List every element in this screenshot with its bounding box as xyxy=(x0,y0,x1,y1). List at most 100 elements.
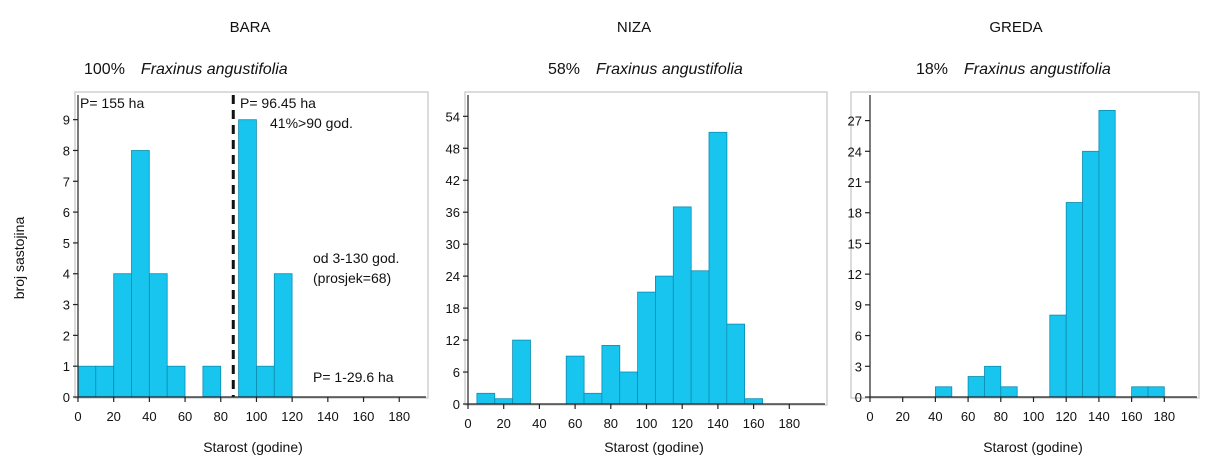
y-tick-label: 6 xyxy=(63,205,70,220)
bar xyxy=(476,392,496,405)
x-ticks: 0 20 40 60 80 100 120 140 160 180 xyxy=(74,396,426,424)
y-tick-label: 1 xyxy=(63,359,70,374)
bar xyxy=(273,273,293,398)
bars xyxy=(77,119,293,398)
bar xyxy=(984,365,1002,398)
subtitle-species: Fraxinus angustifolia xyxy=(964,61,1111,78)
y-tick-label: 18 xyxy=(848,206,862,221)
bar xyxy=(512,339,531,405)
y-tick-label: 6 xyxy=(855,329,862,344)
plot-frame xyxy=(74,91,429,399)
x-tick-label: 160 xyxy=(1121,409,1143,424)
x-tick-label: 160 xyxy=(743,416,765,431)
bar xyxy=(131,150,150,398)
x-tick-label: 140 xyxy=(1088,409,1110,424)
bar xyxy=(1082,150,1100,398)
subtitle-percent: 100% xyxy=(84,61,125,78)
bar xyxy=(744,398,764,405)
x-ticks: 0 20 40 60 80 100 120 140 160 180 xyxy=(866,396,1197,424)
bar xyxy=(95,365,115,398)
bar xyxy=(1000,386,1018,398)
bar xyxy=(637,291,656,405)
x-tick-label: 0 xyxy=(464,416,471,431)
x-tick-label: 100 xyxy=(636,416,658,431)
y-tick-label: 48 xyxy=(446,141,460,156)
y-ticks: 0 6 12 18 24 30 36 42 48 54 xyxy=(446,95,469,412)
chart-title: BARA xyxy=(230,19,271,36)
chart-greda: GREDA 18% Fraxinus angustifolia 0 20 40 60 80… xyxy=(848,19,1200,455)
x-axis-label: Starost (godine) xyxy=(604,439,704,455)
bar xyxy=(1065,202,1083,398)
bar xyxy=(672,206,692,405)
x-ticks: 0 20 40 60 80 100 120 140 160 180 xyxy=(464,403,825,431)
bars xyxy=(476,131,764,405)
bar xyxy=(690,270,710,405)
x-tick-label: 120 xyxy=(281,409,303,424)
x-tick-label: 140 xyxy=(707,416,729,431)
x-tick-label: 60 xyxy=(178,409,192,424)
bar xyxy=(601,344,621,405)
bar xyxy=(1147,386,1165,398)
bar xyxy=(148,273,168,398)
bar xyxy=(494,398,514,405)
y-axis-label: broj sastojina xyxy=(11,217,27,300)
y-tick-label: 5 xyxy=(63,236,70,251)
y-tick-label: 3 xyxy=(855,359,862,374)
x-tick-label: 80 xyxy=(994,409,1008,424)
y-tick-label: 36 xyxy=(446,205,460,220)
bars xyxy=(935,110,1165,398)
subtitle-percent: 58% xyxy=(548,61,580,78)
bar xyxy=(619,371,639,405)
y-tick-label: 9 xyxy=(855,298,862,313)
x-tick-label: 40 xyxy=(532,416,546,431)
y-tick-label: 54 xyxy=(446,109,460,124)
annotation-mean: (prosjek=68) xyxy=(313,270,391,286)
y-tick-label: 12 xyxy=(848,267,862,282)
y-tick-label: 24 xyxy=(848,144,862,159)
x-tick-label: 20 xyxy=(496,416,510,431)
y-tick-label: 6 xyxy=(453,365,460,380)
subtitle-species: Fraxinus angustifolia xyxy=(141,61,288,78)
chart-niza: NIZA 58% Fraxinus angustifolia 0 20 40 60 80 1… xyxy=(446,19,828,455)
bar xyxy=(202,365,222,398)
x-axis-label: Starost (godine) xyxy=(203,439,303,455)
bar xyxy=(967,376,985,398)
y-tick-label: 12 xyxy=(446,333,460,348)
x-tick-label: 180 xyxy=(1153,409,1175,424)
x-tick-label: 60 xyxy=(961,409,975,424)
y-tick-label: 15 xyxy=(848,236,862,251)
bar xyxy=(583,392,603,405)
bar xyxy=(1049,314,1067,398)
y-tick-label: 8 xyxy=(63,143,70,158)
x-tick-label: 80 xyxy=(214,409,228,424)
y-tick-label: 27 xyxy=(848,114,862,129)
x-tick-label: 20 xyxy=(895,409,909,424)
x-tick-label: 140 xyxy=(317,409,339,424)
x-tick-label: 100 xyxy=(1023,409,1045,424)
subtitle-percent: 18% xyxy=(916,61,948,78)
bar xyxy=(655,275,674,405)
plot-frame xyxy=(850,91,1200,399)
x-tick-label: 60 xyxy=(568,416,582,431)
subtitle-species: Fraxinus angustifolia xyxy=(596,61,743,78)
chart-subtitle: 100% Fraxinus angustifolia xyxy=(84,61,288,78)
x-tick-label: 120 xyxy=(1055,409,1077,424)
x-tick-label: 180 xyxy=(778,416,800,431)
y-tick-label: 0 xyxy=(63,390,70,405)
bar xyxy=(708,131,728,405)
x-tick-label: 0 xyxy=(74,409,81,424)
chart-bara: BARA 100% Fraxinus angustifolia 0 20 40 60 80… xyxy=(63,19,429,455)
y-ticks: 0 3 6 9 12 15 18 21 24 27 xyxy=(848,95,871,405)
chart-subtitle: 58% Fraxinus angustifolia xyxy=(548,61,743,78)
x-tick-label: 40 xyxy=(928,409,942,424)
x-tick-label: 0 xyxy=(866,409,873,424)
y-tick-label: 0 xyxy=(453,397,460,412)
bar xyxy=(1098,110,1116,398)
annotation-left-area: P= 155 ha xyxy=(80,95,144,111)
x-tick-label: 100 xyxy=(246,409,268,424)
x-tick-label: 40 xyxy=(142,409,156,424)
y-tick-label: 18 xyxy=(446,301,460,316)
x-tick-label: 160 xyxy=(353,409,375,424)
y-tick-label: 7 xyxy=(63,174,70,189)
x-tick-label: 20 xyxy=(106,409,120,424)
